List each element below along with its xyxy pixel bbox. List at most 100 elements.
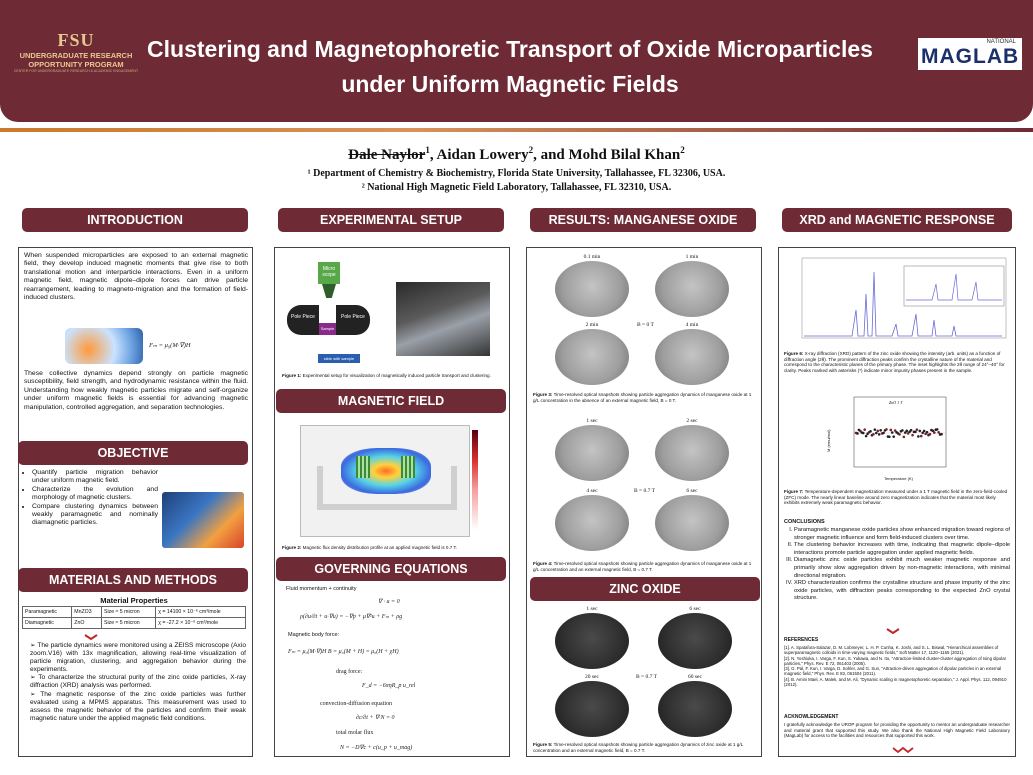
snapshot-label: 6 sec: [655, 488, 729, 494]
objective-item: Characterize the evolution and morpholog…: [32, 486, 158, 503]
magnetization-point: [856, 432, 859, 435]
double-chevron-icon: [892, 747, 914, 753]
objective-list: Quantify particle migration behavior und…: [24, 469, 158, 528]
methods-section: MATERIALS AND METHODS: [18, 568, 248, 592]
magnetization-point: [879, 429, 882, 432]
magnetization-point: [890, 429, 893, 432]
urop-logo: FSU UNDERGRADUATE RESEARCH OPPORTUNITY P…: [6, 30, 146, 74]
mn-heading: RESULTS: MANGANESE OXIDE: [530, 208, 756, 232]
magnetization-point: [891, 431, 894, 434]
figure-4-text: Time-resolved optical snapshots showing …: [533, 561, 751, 572]
equation-continuity: ∇ · u = 0: [378, 598, 400, 605]
figure-7-label: Figure 7:: [784, 489, 803, 494]
snapshot-image: [655, 425, 729, 481]
objective-item: Quantify particle migration behavior und…: [32, 469, 158, 486]
table-row: Diamagnetic ZnO Size ≈ 5 micron χ = -27.…: [23, 618, 246, 629]
author-second: , Aidan Lowery: [430, 147, 529, 163]
equations-section: GOVERNING EQUATIONS: [276, 557, 506, 581]
equation-drag: F_d = −6πηR_p u_rel: [362, 683, 415, 689]
conclusion-item: XRD characterization confirms the crysta…: [794, 580, 1010, 603]
reference-item: [4]. B. Amini Mael, A. Malek, and M. Ali…: [784, 677, 1010, 688]
maglab-name-text: MAGLAB: [921, 45, 1019, 69]
pole-piece-left: Pole Piece: [287, 305, 319, 335]
snapshot-label: 1 min: [655, 254, 729, 260]
figure-3-caption: Figure 3: Time-resolved optical snapshot…: [533, 392, 757, 403]
figure-5-text: Time-resolved optical snapshots showing …: [533, 742, 743, 753]
eq-label-2: Magnetic body force:: [288, 633, 339, 638]
magnetization-point: [940, 433, 943, 436]
field-strength-label: B = 0.7 T: [634, 488, 655, 494]
reference-item: [3]. G. Pal, F. Kun, I. Varga, D. Sohler…: [784, 666, 1010, 677]
snapshot-image: [555, 681, 629, 737]
zn-section: ZINC OXIDE: [530, 577, 760, 601]
methods-item: ➢ The magnetic response of the zinc oxid…: [30, 691, 246, 723]
logo-line-1: UNDERGRADUATE RESEARCH: [6, 51, 146, 60]
figure-1-label: Figure 1:: [282, 373, 301, 378]
affiliation-1: ¹ Department of Chemistry & Biochemistry…: [0, 168, 1033, 179]
poster-title: Clustering and Magnetophoretic Transport…: [140, 32, 880, 102]
field-section: MAGNETIC FIELD: [276, 389, 506, 413]
snapshot-image: [555, 613, 629, 669]
eq-label-4: convection-diffusion equation: [320, 701, 392, 707]
snapshot-image: [555, 261, 629, 317]
magnetization-point: [869, 430, 872, 433]
snapshot-label: 0.1 min: [555, 254, 629, 260]
magnetization-legend: ZnO 1 T: [889, 400, 902, 405]
table-cell: Diamagnetic: [23, 618, 72, 629]
table-cell: Size ≈ 5 micron: [101, 618, 155, 629]
eq-label-3: drag force:: [336, 669, 362, 675]
snapshot-label: 1 sec: [555, 606, 629, 612]
figure-4-label: Figure 4:: [533, 561, 552, 566]
references-heading: REFERENCES: [784, 637, 818, 643]
snapshot-image: [555, 329, 629, 385]
figure-6-text: X-ray diffraction (XRD) pattern of the z…: [784, 351, 1005, 373]
magnetization-point: [905, 430, 908, 433]
magnetization-point: [888, 435, 891, 438]
zn-heading: ZINC OXIDE: [530, 577, 760, 601]
methods-list: ➢ The particle dynamics were monitored u…: [22, 642, 246, 723]
magnetization-point: [865, 435, 868, 438]
magnetization-point: [914, 431, 917, 434]
magnetization-point: [863, 428, 866, 431]
snapshot-image: [658, 613, 732, 669]
magnetization-point: [862, 432, 865, 435]
magnetization-point: [923, 430, 926, 433]
figure-2-text: Magnetic flux density distribution profi…: [301, 545, 457, 550]
field-heading: MAGNETIC FIELD: [276, 389, 506, 413]
author-third-sup: 2: [680, 145, 685, 155]
magnetization-point: [926, 431, 929, 434]
coil-right: [401, 456, 415, 478]
affiliation-2: ² National High Magnetic Field Laborator…: [0, 182, 1033, 193]
snapshot-label: 60 sec: [658, 674, 732, 680]
column-2: EXPERIMENTAL SETUP: [278, 208, 504, 232]
magnetization-point: [911, 434, 914, 437]
title-line-2: under Uniform Magnetic Fields: [140, 67, 880, 102]
methods-item-text: The magnetic response of the zinc oxide …: [30, 691, 246, 722]
acknowledgement-text: I gratefully acknowledge the UROP progra…: [784, 722, 1010, 739]
figure-6-caption: Figure 6: X-ray diffraction (XRD) patter…: [784, 351, 1010, 373]
magnetization-point: [898, 433, 901, 436]
magnetization-point: [872, 433, 875, 436]
magnetization-point: [874, 428, 877, 431]
snapshot-label: 20 sec: [555, 674, 629, 680]
figure-3-text: Time-resolved optical snapshots showing …: [533, 392, 751, 403]
snapshot-label: 4 sec: [555, 488, 629, 494]
figure-2-label: Figure 2:: [282, 545, 301, 550]
equation-convection: ∂c/∂t + ∇·N = 0: [356, 714, 395, 721]
magnetization-point: [876, 430, 879, 433]
magnetization-point: [920, 435, 923, 438]
objective-item: Compare clustering dynamics between weak…: [32, 503, 158, 528]
conclusions-heading: CONCLUSIONS: [784, 519, 825, 525]
field-strength-label: B = 0 T: [637, 322, 654, 328]
intro-formula: Fₘ = μ₀(M·∇)H: [149, 341, 191, 349]
field-strength-label: B = 0.7 T: [636, 674, 657, 680]
microscope-block: Micro scope: [318, 262, 340, 284]
magnetization-point: [901, 429, 904, 432]
table-cell: χ = 14100 × 10⁻⁶ cm³/mole: [156, 607, 246, 618]
magnetization-point: [919, 430, 922, 433]
figure-3-label: Figure 3:: [533, 392, 552, 397]
snapshot-image: [655, 329, 729, 385]
figure-5-caption: Figure 5: Time-resolved optical snapshot…: [533, 742, 757, 753]
magnetization-point: [929, 433, 932, 436]
snapshot-label: 4 min: [655, 322, 729, 328]
